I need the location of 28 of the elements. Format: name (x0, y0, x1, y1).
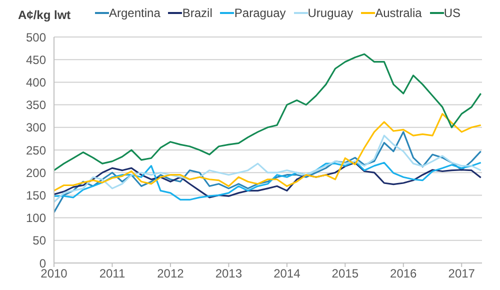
x-tick-label: 2011 (99, 266, 126, 281)
legend-label: Australia (375, 6, 422, 20)
y-tick-label: 400 (26, 75, 46, 90)
y-tick-label: 500 (26, 30, 46, 44)
y-tick-label: 250 (26, 143, 46, 158)
legend-label: Brazil (182, 6, 212, 20)
legend-label: US (444, 6, 460, 20)
y-tick-label: 300 (26, 120, 46, 135)
legend-label: Argentina (109, 6, 160, 20)
legend-label: Paraguay (234, 6, 286, 20)
y-tick-label: 200 (26, 166, 46, 180)
y-axis-title: A¢/kg lwt (18, 8, 71, 22)
y-tick-label: 100 (26, 211, 46, 226)
y-tick-label: 350 (26, 98, 46, 112)
x-tick-label: 2012 (157, 266, 184, 281)
y-tick-label: 50 (32, 234, 46, 248)
legend-label: Uruguay (308, 6, 354, 20)
x-tick-label: 2014 (274, 266, 301, 281)
x-tick-label: 2017 (448, 266, 476, 281)
line-series (54, 53, 482, 172)
line-series (54, 134, 482, 203)
line-series (54, 113, 482, 192)
y-tick-label: 150 (26, 188, 46, 202)
x-tick-label: 2015 (332, 266, 359, 281)
x-tick-label: 2016 (390, 266, 418, 281)
line-series (54, 131, 482, 214)
y-tick-label: 450 (26, 52, 46, 67)
x-tick-label: 2013 (215, 266, 242, 281)
